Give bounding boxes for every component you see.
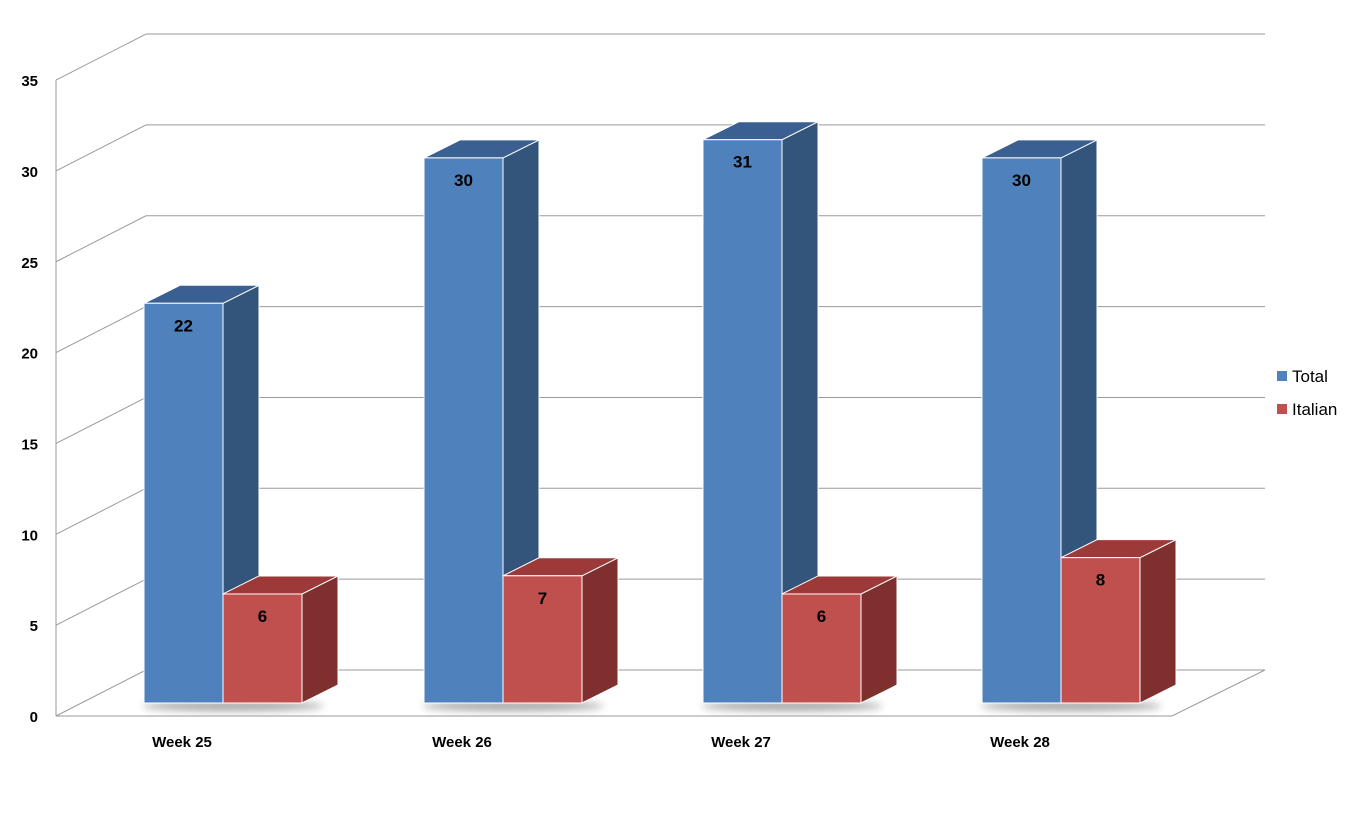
gridline-diagonal: [55, 397, 147, 444]
legend-swatch: [1277, 371, 1287, 381]
gridline-diagonal: [55, 215, 147, 263]
gridline-diagonal: [55, 487, 147, 535]
data-label: 7: [538, 589, 547, 608]
x-tick-label: Week 25: [152, 734, 212, 751]
gridline-diagonal: [55, 124, 147, 172]
floor-edge: [56, 669, 1266, 717]
bar-total: [702, 139, 783, 704]
data-label: 6: [258, 607, 267, 626]
x-tick-label: Week 26: [432, 734, 492, 751]
y-tick-label: 0: [30, 709, 38, 726]
bar-side-italian: [581, 557, 619, 704]
gridline-diagonal: [55, 306, 147, 354]
x-tick-label: Week 27: [711, 734, 771, 751]
y-tick-label: 10: [21, 527, 38, 544]
bar-italian: [502, 575, 583, 704]
bar-total: [981, 157, 1062, 704]
y-tick-label: 30: [21, 164, 38, 181]
bar-side-italian: [1139, 538, 1177, 704]
data-labels: 22 6 30 7 31 6 30 8: [174, 153, 1105, 626]
data-label: 6: [817, 607, 826, 626]
data-label: 31: [733, 153, 752, 172]
data-label: 22: [174, 316, 193, 335]
bar-italian: [222, 593, 303, 704]
gridline-diagonal: [55, 669, 147, 717]
y-tick-label: 20: [21, 346, 38, 363]
bar-total: [143, 302, 224, 704]
y-tick-label: 15: [21, 436, 38, 453]
data-label: 30: [1012, 171, 1031, 190]
gridline-diagonal: [55, 33, 147, 81]
bars: [143, 120, 1177, 704]
bar-italian: [781, 593, 862, 704]
x-tick-label: Week 28: [990, 734, 1050, 751]
legend-label: Total: [1292, 367, 1328, 386]
y-tick-label: 5: [30, 618, 38, 635]
legend: Total Italian: [1277, 367, 1337, 419]
legend-label: Italian: [1292, 400, 1337, 419]
bar-side-italian: [860, 575, 898, 704]
data-label: 8: [1096, 571, 1105, 590]
y-tick-label: 25: [21, 255, 38, 272]
x-axis-labels: Week 25 Week 26 Week 27 Week 28: [152, 734, 1050, 751]
data-label: 30: [454, 171, 473, 190]
bar-side-italian: [301, 575, 339, 704]
gridline-diagonal: [55, 578, 147, 626]
bar-italian: [1060, 557, 1141, 704]
y-tick-label: 35: [21, 73, 38, 90]
bar-total: [423, 157, 504, 704]
y-axis: 0 5 10 15 20 25 30 35: [21, 73, 38, 726]
legend-swatch: [1277, 404, 1287, 414]
